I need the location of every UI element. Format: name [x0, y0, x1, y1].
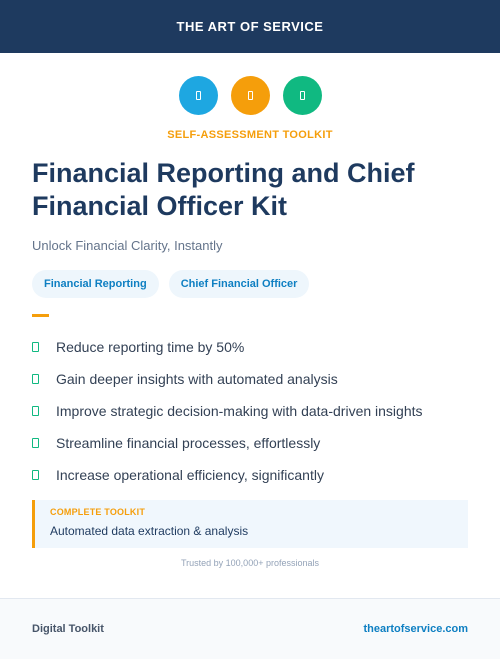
brand-name: THE ART OF SERVICE — [176, 19, 324, 34]
callout-label: COMPLETE TOOLKIT — [50, 507, 146, 517]
trusted-note: Trusted by 100,000+ professionals — [180, 558, 319, 568]
icon-row — [0, 76, 500, 115]
document-icon — [247, 91, 253, 100]
benefit-text: Gain deeper insights with automated anal… — [56, 371, 338, 387]
check-icon — [32, 470, 39, 480]
kicker-label: SELF-ASSESSMENT TOOLKIT — [167, 129, 333, 141]
subtitle: Unlock Financial Clarity, Instantly — [32, 238, 223, 253]
benefit-text: Reduce reporting time by 50% — [56, 339, 245, 355]
document-icon-blue — [178, 76, 218, 115]
benefit-text: Increase operational efficiency, signifi… — [56, 467, 324, 483]
list-item: Gain deeper insights with automated anal… — [32, 363, 472, 395]
footer-bar: Digital Toolkit theartofservice.com — [0, 598, 500, 659]
tag-list: Financial Reporting Chief Financial Offi… — [32, 270, 310, 298]
callout-text: Automated data extraction & analysis — [50, 524, 249, 538]
page-title: Financial Reporting and Chief Financial … — [32, 158, 415, 221]
check-icon — [32, 342, 39, 352]
toolkit-callout: COMPLETE TOOLKIT Automated data extracti… — [32, 500, 468, 548]
footer-label: Digital Toolkit — [32, 623, 104, 635]
list-item: Increase operational efficiency, signifi… — [32, 459, 472, 491]
document-icon-green — [282, 76, 322, 115]
list-item: Reduce reporting time by 50% — [32, 331, 472, 363]
document-icon — [299, 91, 305, 100]
list-item: Streamline financial processes, effortle… — [32, 427, 472, 459]
accent-divider — [32, 314, 49, 317]
document-icon — [195, 91, 201, 100]
header-bar: THE ART OF SERVICE — [0, 0, 500, 53]
list-item: Improve strategic decision-making with d… — [32, 395, 472, 427]
benefit-text: Improve strategic decision-making with d… — [56, 403, 423, 419]
check-icon — [32, 438, 39, 448]
benefit-list: Reduce reporting time by 50% Gain deeper… — [32, 331, 472, 491]
website-link[interactable]: theartofservice.com — [363, 623, 468, 635]
check-icon — [32, 374, 39, 384]
tag-chief-financial-officer: Chief Financial Officer — [168, 270, 310, 298]
document-icon-orange — [230, 76, 270, 115]
benefit-text: Streamline financial processes, effortle… — [56, 435, 321, 451]
tag-financial-reporting: Financial Reporting — [32, 270, 159, 298]
check-icon — [32, 406, 39, 416]
